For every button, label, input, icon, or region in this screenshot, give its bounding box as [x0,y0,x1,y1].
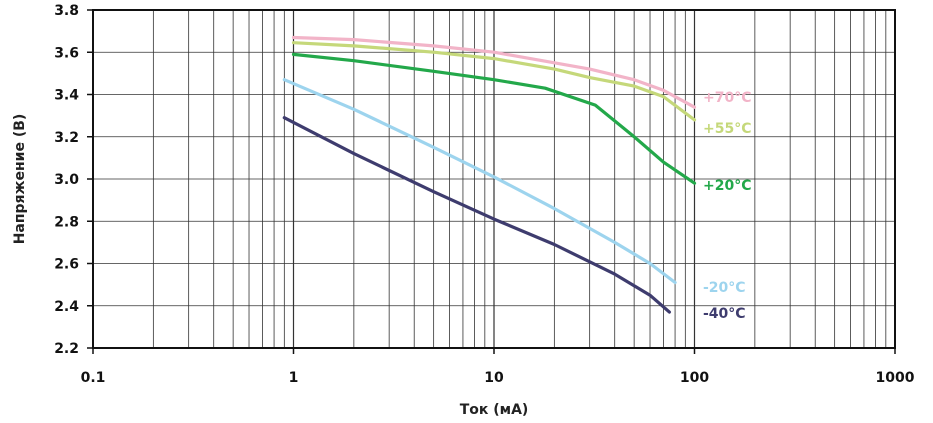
x-axis-label: Ток (мА) [460,402,529,418]
y-tick-label: 3.8 [54,3,79,19]
y-tick-label: 2.4 [54,299,79,315]
y-axis-ticks: 2.2 2.4 2.6 2.8 3.0 3.2 3.4 3.6 3.8 [54,3,93,357]
y-tick-label: 3.0 [54,172,79,188]
series-line [282,116,671,314]
x-tick-label: 10 [484,370,504,386]
series-labels: +70°C +55°C +20°C -20°C -40°C [703,90,752,322]
y-tick-label: 3.4 [54,88,79,104]
series-line [291,35,697,109]
y-tick-label: 2.2 [54,341,79,357]
x-tick-label: 100 [680,370,709,386]
series-line [291,52,697,185]
y-tick-label: 2.6 [54,257,79,273]
y-tick-label: 3.2 [54,130,79,146]
y-axis-label: Напряжение (В) [12,114,28,245]
x-tick-label: 1 [289,370,299,386]
series-lines [282,35,697,314]
series-label: +70°C [703,90,752,106]
x-tick-label: 0.1 [81,370,106,386]
series-label: +55°C [703,121,752,137]
grid [92,9,895,349]
x-axis-ticks: 0.1 1 10 100 1000 [81,348,915,386]
series-line [282,78,677,285]
y-tick-label: 3.6 [54,45,79,61]
x-tick-label: 1000 [876,370,915,386]
y-tick-label: 2.8 [54,214,79,230]
series-label: +20°C [703,178,752,194]
series-label: -20°C [703,280,746,296]
series-label: -40°C [703,306,746,322]
series-line [291,41,697,122]
